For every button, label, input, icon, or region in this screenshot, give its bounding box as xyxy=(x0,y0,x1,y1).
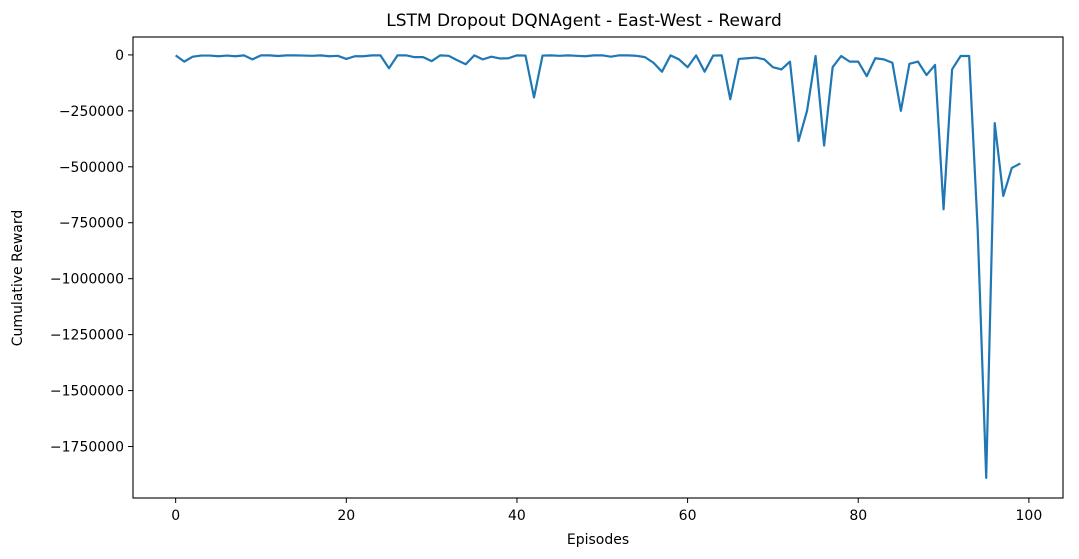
y-tick-label: −750000 xyxy=(59,216,124,232)
plot-area xyxy=(175,54,1021,479)
y-tick-label: 0 xyxy=(115,48,124,64)
axes-frame xyxy=(132,36,1064,499)
x-tick-label: 60 xyxy=(679,508,697,524)
reward-series-line xyxy=(175,54,1021,479)
chart-title: LSTM Dropout DQNAgent - East-West - Rewa… xyxy=(386,11,781,31)
y-tick-label: −250000 xyxy=(59,104,124,120)
axis-ticks: 0 20 40 60 80 100 0 −250000 −500000 −750000 −10000… xyxy=(50,48,1042,524)
y-tick-label: −500000 xyxy=(59,160,124,176)
y-tick-label: −1750000 xyxy=(50,440,124,456)
x-tick-label: 40 xyxy=(508,508,526,524)
x-tick-label: 80 xyxy=(849,508,867,524)
x-tick-label: 100 xyxy=(1016,508,1043,524)
y-tick-label: −1000000 xyxy=(50,272,124,288)
y-tick-label: −1500000 xyxy=(50,384,124,400)
y-tick-label: −1250000 xyxy=(50,328,124,344)
x-axis-label: Episodes xyxy=(567,532,629,548)
y-axis-label: Cumulative Reward xyxy=(10,210,26,347)
x-tick-label: 0 xyxy=(171,508,180,524)
x-tick-label: 20 xyxy=(337,508,355,524)
